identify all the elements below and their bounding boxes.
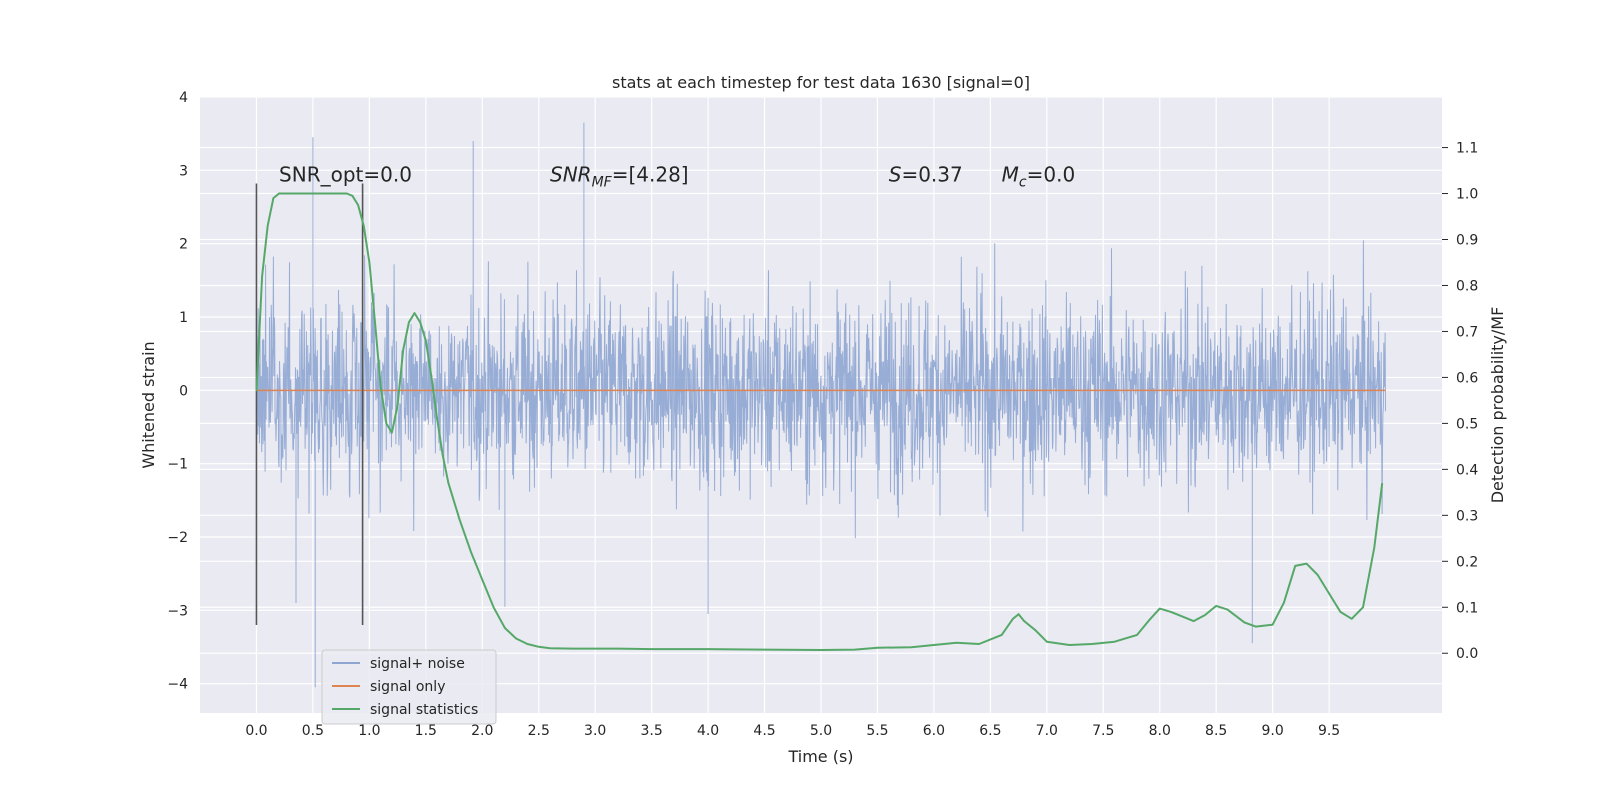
x-tick-label: 0.5 <box>302 723 324 739</box>
x-tick-label: 9.5 <box>1318 723 1340 739</box>
legend-label-signal-only: signal only <box>370 679 445 695</box>
y-tick-label: 1 <box>179 310 188 326</box>
x-tick-label: 9.0 <box>1262 723 1284 739</box>
y2-tick-label: 1.0 <box>1456 187 1478 203</box>
x-tick-label: 3.5 <box>641 723 663 739</box>
annotation-3: Mc=0.0 <box>1002 162 1076 190</box>
y2-tick-label: 0.6 <box>1456 370 1478 386</box>
signal-statistics-line <box>255 192 1384 651</box>
y-tick-label: 2 <box>179 237 188 253</box>
x-tick-label: 1.0 <box>358 723 380 739</box>
x-axis-label: Time (s) <box>787 747 853 766</box>
x-tick-label: 5.5 <box>866 723 888 739</box>
y-axis-label: Whitened strain <box>139 341 158 468</box>
x-tick-label: 5.0 <box>810 723 832 739</box>
x-tick-label: 4.5 <box>753 723 775 739</box>
y2-tick-label: 0.9 <box>1456 233 1478 249</box>
chart-title: stats at each timestep for test data 163… <box>612 73 1030 92</box>
y-tick-label: −2 <box>167 530 188 546</box>
y2-tick-label: 0.7 <box>1456 324 1478 340</box>
y2-tick-label: 0.2 <box>1456 554 1478 570</box>
noise-trace <box>256 122 1386 688</box>
x-tick-label: 3.0 <box>584 723 606 739</box>
x-tick-label: 1.5 <box>415 723 437 739</box>
y2-axis-label: Detection probability/MF <box>1488 307 1507 504</box>
legend: signal+ noise signal only signal statist… <box>321 649 497 725</box>
y-axis-ticks: −4 −3 −2 −1 0 1 2 3 4 <box>167 90 188 693</box>
annotation-2: S=0.37 <box>889 162 963 186</box>
series-signal-noise <box>256 122 1386 688</box>
legend-label-signal-noise: signal+ noise <box>370 656 465 672</box>
x-tick-label: 8.5 <box>1205 723 1227 739</box>
x-tick-label: 7.0 <box>1036 723 1058 739</box>
vertical-markers <box>255 183 364 625</box>
y2-tick-label: 0.4 <box>1456 462 1478 478</box>
y2-tick-label: 0.5 <box>1456 416 1478 432</box>
x-tick-label: 8.0 <box>1149 723 1171 739</box>
x-axis-ticks: 0.0 0.5 1.0 1.5 2.0 2.5 3.0 3.5 4.0 4.5 5.0 5.5 6.0 6… <box>245 723 1340 739</box>
annotation-0: SNR_opt=0.0 <box>279 162 412 186</box>
y-tick-label: −1 <box>167 457 188 473</box>
annotation-1: SNRMF=[4.28] <box>550 162 689 190</box>
x-tick-label: 2.5 <box>528 723 550 739</box>
x-tick-label: 6.5 <box>979 723 1001 739</box>
y-tick-label: −3 <box>167 603 188 619</box>
y-tick-label: −4 <box>167 677 188 693</box>
y2-tick-label: 1.1 <box>1456 141 1478 157</box>
y-tick-label: 0 <box>179 383 188 399</box>
y2-tick-label: 0.8 <box>1456 278 1478 294</box>
y-tick-label: 3 <box>179 163 188 179</box>
y-tick-label: 4 <box>179 90 188 106</box>
legend-box <box>321 649 497 725</box>
annotations: SNR_opt=0.0 SNRMF=[4.28] S=0.37 Mc=0.0 <box>279 162 1075 190</box>
legend-label-signal-statistics: signal statistics <box>370 702 478 718</box>
x-tick-label: 2.0 <box>471 723 493 739</box>
x-tick-label: 6.0 <box>923 723 945 739</box>
series-signal-statistics <box>255 192 1384 651</box>
y2-tick-label: 0.1 <box>1456 600 1478 616</box>
y2-axis-ticks: 0.0 0.1 0.2 0.3 0.4 0.5 0.6 0.7 0.8 0.9 1.0 1.1 <box>1442 141 1478 662</box>
y2-tick-label: 0.0 <box>1456 646 1478 662</box>
x-tick-label: 7.5 <box>1092 723 1114 739</box>
y2-tick-label: 0.3 <box>1456 508 1478 524</box>
x-tick-label: 0.0 <box>245 723 267 739</box>
x-tick-label: 4.0 <box>697 723 719 739</box>
